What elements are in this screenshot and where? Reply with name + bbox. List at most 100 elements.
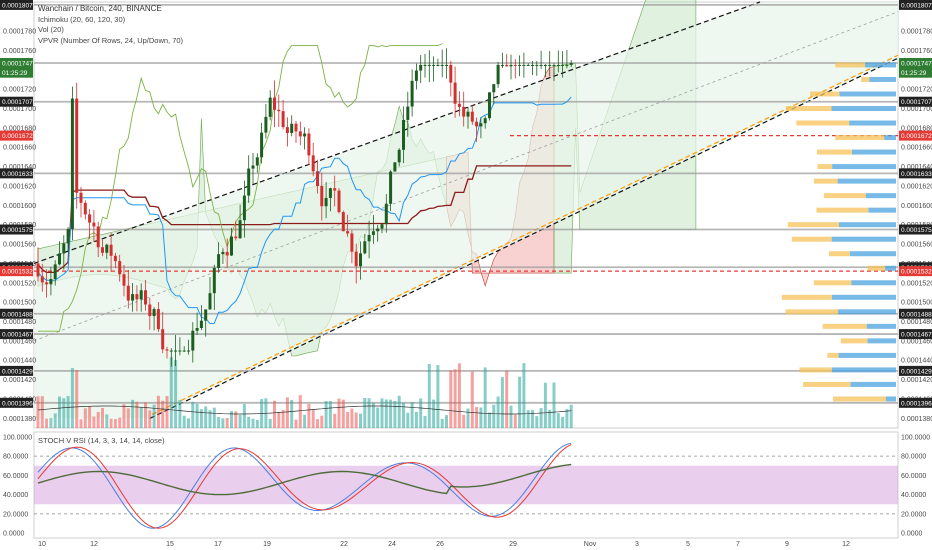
y-tick-left: 0.0001780 bbox=[3, 29, 36, 36]
volume-bar bbox=[462, 414, 466, 428]
vp-down-bar bbox=[817, 164, 833, 170]
vp-up-bar bbox=[864, 62, 896, 68]
volume-bar bbox=[552, 382, 556, 428]
volume-bar bbox=[410, 402, 414, 428]
volume-bar bbox=[453, 369, 457, 428]
candle-body bbox=[475, 121, 479, 127]
volume-bar bbox=[324, 401, 328, 428]
volume-bar bbox=[58, 396, 61, 428]
candle-body bbox=[182, 350, 186, 352]
volume-bar bbox=[212, 407, 216, 428]
price-tag-label: 0.0001747 bbox=[2, 60, 33, 67]
y-tick-right: 0.0001420 bbox=[901, 377, 932, 384]
candle-body bbox=[285, 127, 289, 134]
volume-bar bbox=[569, 404, 573, 428]
volume-bar bbox=[144, 402, 147, 428]
candle-body bbox=[384, 203, 388, 225]
y-tick-right: 0.0001600 bbox=[901, 203, 932, 210]
volume-bar bbox=[449, 370, 453, 428]
y-tick-left: 0.0001380 bbox=[3, 416, 36, 423]
candle-body bbox=[260, 132, 264, 158]
volume-bar bbox=[70, 368, 74, 428]
volume-bar bbox=[509, 405, 513, 428]
indicator-ichimoku[interactable]: Ichimoku (20, 60, 120, 30) bbox=[38, 14, 126, 24]
volume-bar bbox=[182, 415, 186, 428]
y-tick-left: 0.0001680 bbox=[3, 125, 36, 132]
volume-bar bbox=[316, 419, 319, 428]
x-tick: 26 bbox=[436, 541, 444, 548]
volume-bar bbox=[126, 408, 130, 428]
volume-bar bbox=[298, 395, 302, 428]
indicator-vpvr[interactable]: VPVR (Number Of Rows, 24, Up/Down, 70) bbox=[38, 35, 184, 45]
candle-body bbox=[75, 98, 79, 193]
candle-body bbox=[488, 92, 491, 119]
price-tag-box bbox=[0, 329, 33, 340]
price-tag-box bbox=[899, 168, 932, 179]
y-tick-right: 0.0001480 bbox=[901, 319, 932, 326]
indicator-volume[interactable]: Vol (20) bbox=[38, 25, 64, 34]
candle-body bbox=[204, 309, 208, 321]
vp-down-bar bbox=[799, 367, 832, 373]
volume-bar bbox=[294, 419, 298, 428]
vp-down-bar bbox=[813, 280, 852, 286]
vp-down-bar bbox=[835, 62, 865, 68]
candle-body bbox=[225, 251, 229, 256]
volume-bar bbox=[169, 357, 173, 428]
volume-bar bbox=[328, 401, 332, 428]
y-tick-left: 0.0001620 bbox=[3, 183, 36, 190]
volume-bar bbox=[242, 404, 246, 428]
volume-bar bbox=[543, 382, 547, 428]
volume-ma bbox=[37, 405, 572, 415]
price-tags: 0.0001807 0.0001807 0.0001747 0.0001747 01:2… bbox=[0, 0, 932, 408]
price-tag-box bbox=[899, 0, 932, 10]
candle-body bbox=[320, 186, 324, 207]
vp-up-bar bbox=[885, 265, 896, 271]
price-tag-label: 0.0001396 bbox=[2, 400, 33, 407]
price-tag-box bbox=[899, 67, 932, 78]
candle-body bbox=[492, 84, 496, 93]
candle-body bbox=[195, 328, 199, 331]
candle-body bbox=[45, 282, 49, 285]
volume-bar bbox=[40, 396, 44, 428]
price-tag-box bbox=[0, 308, 33, 319]
candle-body bbox=[131, 294, 135, 301]
volume-bar bbox=[539, 408, 543, 428]
candle-body bbox=[152, 309, 156, 317]
volume-bar bbox=[281, 409, 285, 428]
candle-body bbox=[36, 263, 40, 277]
volume-bar bbox=[359, 413, 362, 428]
y-tick-right: 0.0001760 bbox=[901, 48, 932, 55]
candle-body bbox=[328, 188, 332, 198]
volume-bar bbox=[440, 418, 444, 428]
channel-lower bbox=[149, 57, 899, 419]
candle-body bbox=[316, 171, 319, 187]
candle-body bbox=[350, 233, 354, 252]
price-tag-label: 0.0001429 bbox=[901, 368, 932, 375]
volume-bar bbox=[92, 416, 96, 428]
candle-body bbox=[169, 350, 173, 352]
osc-tick-left: 60.0000 bbox=[3, 473, 28, 480]
candle-body bbox=[397, 149, 401, 163]
price-tag-label: 0.0001532 bbox=[2, 269, 33, 276]
candle-body bbox=[96, 226, 100, 248]
price-tag-box bbox=[0, 168, 33, 179]
osc-tick-right: 80.0000 bbox=[901, 454, 926, 461]
vp-up-bar bbox=[831, 106, 896, 111]
volume-bar bbox=[556, 413, 560, 428]
oscillator-title[interactable]: STOCH V RSI (14, 3, 3, 14, 14, close) bbox=[38, 436, 165, 445]
candle-body bbox=[298, 131, 302, 137]
candle-body bbox=[58, 253, 61, 265]
y-tick-right: 0.0001500 bbox=[901, 300, 932, 307]
volume-bar bbox=[101, 407, 104, 428]
candle-body bbox=[70, 98, 74, 230]
volume-bar bbox=[79, 419, 83, 428]
candle-body bbox=[281, 111, 285, 128]
candle-body bbox=[139, 290, 143, 300]
candle-body bbox=[436, 64, 440, 66]
x-tick: 12 bbox=[842, 541, 850, 548]
oscillator-pane bbox=[34, 442, 898, 529]
candle-body bbox=[230, 236, 233, 256]
price-tag-label: 0.0001532 bbox=[901, 269, 932, 276]
